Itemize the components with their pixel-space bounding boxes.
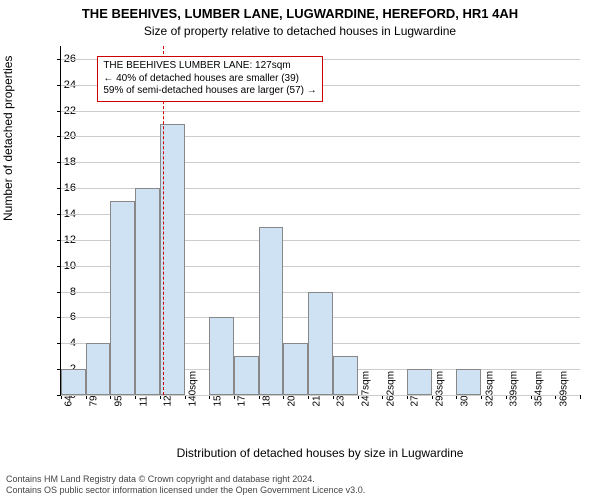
histogram-bar [234,356,259,395]
histogram-bar [259,227,284,395]
gridline [61,136,580,137]
y-axis-label: Number of detached properties [1,56,15,221]
annotation-box: THE BEEHIVES LUMBER LANE: 127sqm← 40% of… [97,56,322,102]
histogram-bar [86,343,111,395]
annotation-line: ← 40% of detached houses are smaller (39… [103,73,316,86]
gridline [61,111,580,112]
histogram-bar [61,369,86,395]
histogram-bar [209,317,234,395]
histogram-bar [456,369,481,395]
x-axis-label: Distribution of detached houses by size … [60,446,580,460]
histogram-bar [283,343,308,395]
gridline [61,162,580,163]
chart-container: THE BEEHIVES, LUMBER LANE, LUGWARDINE, H… [0,0,600,500]
histogram-bar [407,369,432,395]
gridline [61,395,580,396]
footer-line-1: Contains HM Land Registry data © Crown c… [6,474,365,485]
histogram-bar [135,188,160,395]
chart-subtitle: Size of property relative to detached ho… [0,24,600,38]
histogram-bar [308,292,333,395]
annotation-line: 59% of semi-detached houses are larger (… [103,85,316,98]
xtick-mark [580,395,581,399]
histogram-bar [110,201,135,395]
annotation-line: THE BEEHIVES LUMBER LANE: 127sqm [103,60,316,73]
chart-title-address: THE BEEHIVES, LUMBER LANE, LUGWARDINE, H… [0,6,600,21]
footer-attribution: Contains HM Land Registry data © Crown c… [6,474,365,496]
plot-area: THE BEEHIVES LUMBER LANE: 127sqm← 40% of… [60,46,580,396]
histogram-bar [333,356,358,395]
footer-line-2: Contains OS public sector information li… [6,485,365,496]
